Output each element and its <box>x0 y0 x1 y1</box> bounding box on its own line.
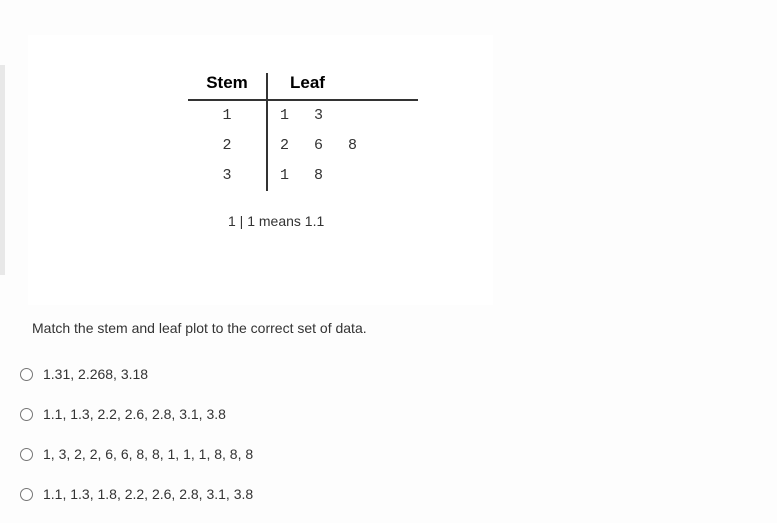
stem-cell: 1 <box>188 101 268 131</box>
question-text: Match the stem and leaf plot to the corr… <box>32 320 777 336</box>
content-area: Stem Leaf 1 1 3 2 2 6 8 3 1 8 1 | 1 mean… <box>0 0 777 502</box>
table-row: 2 2 6 8 <box>188 131 418 161</box>
option-label: 1, 3, 2, 2, 6, 6, 8, 8, 1, 1, 1, 8, 8, 8 <box>43 446 253 462</box>
leaf-cell: 1 3 <box>268 101 418 131</box>
leaf-cell: 1 8 <box>268 161 418 191</box>
options-group: 1.31, 2.268, 3.18 1.1, 1.3, 2.2, 2.6, 2.… <box>18 366 777 502</box>
stem-cell: 2 <box>188 131 268 161</box>
table-row: 1 1 3 <box>188 101 418 131</box>
stem-cell: 3 <box>188 161 268 191</box>
table-header: Stem Leaf <box>188 73 418 99</box>
option-radio[interactable] <box>20 368 33 381</box>
option-row[interactable]: 1.1, 1.3, 1.8, 2.2, 2.6, 2.8, 3.1, 3.8 <box>18 486 777 502</box>
plot-key: 1 | 1 means 1.1 <box>228 213 324 229</box>
table-row: 3 1 8 <box>188 161 418 191</box>
option-label: 1.1, 1.3, 2.2, 2.6, 2.8, 3.1, 3.8 <box>43 406 226 422</box>
option-label: 1.31, 2.268, 3.18 <box>43 366 148 382</box>
option-row[interactable]: 1, 3, 2, 2, 6, 6, 8, 8, 1, 1, 1, 8, 8, 8 <box>18 446 777 462</box>
option-row[interactable]: 1.31, 2.268, 3.18 <box>18 366 777 382</box>
stem-leaf-plot-box: Stem Leaf 1 1 3 2 2 6 8 3 1 8 1 | 1 mean… <box>28 35 493 305</box>
leaf-cell: 2 6 8 <box>268 131 418 161</box>
option-radio[interactable] <box>20 448 33 461</box>
option-row[interactable]: 1.1, 1.3, 2.2, 2.6, 2.8, 3.1, 3.8 <box>18 406 777 422</box>
option-radio[interactable] <box>20 488 33 501</box>
scroll-gutter <box>0 65 5 275</box>
option-label: 1.1, 1.3, 1.8, 2.2, 2.6, 2.8, 3.1, 3.8 <box>43 486 253 502</box>
header-stem: Stem <box>188 73 268 99</box>
stem-leaf-table: Stem Leaf 1 1 3 2 2 6 8 3 1 8 <box>188 73 418 191</box>
option-radio[interactable] <box>20 408 33 421</box>
header-leaf: Leaf <box>268 73 418 99</box>
